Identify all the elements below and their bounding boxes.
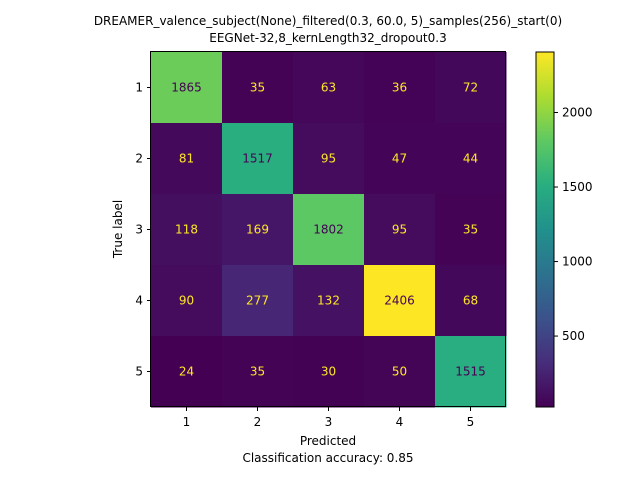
cell-value-label: 35 <box>250 81 265 95</box>
cell-value-label: 63 <box>321 81 336 95</box>
heatmap-cell <box>293 123 365 195</box>
cell-value-label: 1515 <box>455 365 486 379</box>
heatmap-cell <box>222 52 294 124</box>
heatmap-cell <box>435 123 507 195</box>
heatmap-cell <box>222 265 294 337</box>
y-tick-label: 1 <box>135 81 143 95</box>
cell-value-label: 277 <box>246 294 269 308</box>
x-tick-label: 1 <box>183 415 191 429</box>
y-tick-label: 3 <box>135 223 143 237</box>
cell-value-label: 1802 <box>313 223 344 237</box>
cell-value-label: 1865 <box>171 81 202 95</box>
colorbar <box>535 51 555 408</box>
cell-value-label: 1517 <box>242 152 273 166</box>
heatmap-cell <box>435 336 507 408</box>
x-axis-ticks: 1 2 3 4 5 <box>183 407 475 429</box>
cell-value-label: 72 <box>463 81 478 95</box>
cell-value-label: 2406 <box>384 294 415 308</box>
heatmap-cells <box>151 52 507 408</box>
cell-value-label: 47 <box>392 152 407 166</box>
colorbar-tick-label: 500 <box>562 329 585 343</box>
x-tick-label: 3 <box>325 415 333 429</box>
cell-value-label: 35 <box>463 223 478 237</box>
x-tick-label: 4 <box>396 415 404 429</box>
heatmap-cell <box>364 194 436 266</box>
chart-title-line2: EEGNet-32,8_kernLength32_dropout0.3 <box>209 31 446 45</box>
heatmap-cell <box>151 194 223 266</box>
heatmap-cell <box>151 123 223 195</box>
cell-value-label: 35 <box>250 365 265 379</box>
y-tick-label: 2 <box>135 152 143 166</box>
heatmap-cell <box>222 336 294 408</box>
y-axis-label: True label <box>111 200 125 259</box>
chart-title-line1: DREAMER_valence_subject(None)_filtered(0… <box>94 14 562 28</box>
cell-value-label: 24 <box>179 365 194 379</box>
heatmap-cell <box>293 336 365 408</box>
cell-value-label: 50 <box>392 365 407 379</box>
cell-value-label: 169 <box>246 223 269 237</box>
colorbar-tick-label: 1500 <box>562 180 593 194</box>
heatmap-cell <box>364 336 436 408</box>
x-axis-label: Predicted <box>300 434 356 448</box>
y-axis-ticks: 1 2 3 4 5 <box>135 81 151 379</box>
heatmap-cell <box>364 123 436 195</box>
cell-value-label: 118 <box>175 223 198 237</box>
classification-accuracy-footer: Classification accuracy: 0.85 <box>242 451 413 465</box>
heatmap-cell-labels: 1865 35 63 36 72 81 1517 95 47 44 118 169 1802 95 35 90… <box>171 81 486 379</box>
cell-value-label: 81 <box>179 152 194 166</box>
cell-value-label: 95 <box>392 223 407 237</box>
colorbar-ticks: 500 1000 1500 2000 <box>554 106 593 343</box>
colorbar-tick-label: 2000 <box>562 106 593 120</box>
cell-value-label: 30 <box>321 365 336 379</box>
cell-value-label: 90 <box>179 294 194 308</box>
x-tick-label: 2 <box>254 415 262 429</box>
heatmap-cell <box>435 265 507 337</box>
y-tick-label: 5 <box>135 365 143 379</box>
heatmap-cell <box>293 52 365 124</box>
heatmap-cell <box>364 52 436 124</box>
cell-value-label: 36 <box>392 81 407 95</box>
heatmap-cell <box>151 265 223 337</box>
heatmap-cell <box>151 52 223 124</box>
heatmap-cell <box>293 265 365 337</box>
heatmap-cell <box>435 52 507 124</box>
cell-value-label: 95 <box>321 152 336 166</box>
heatmap-cell <box>435 194 507 266</box>
heatmap-cell <box>293 194 365 266</box>
colorbar-tick-label: 1000 <box>562 255 593 269</box>
cell-value-label: 68 <box>463 294 478 308</box>
y-tick-label: 4 <box>135 294 143 308</box>
heatmap-cell <box>222 123 294 195</box>
heatmap-cell <box>151 336 223 408</box>
cell-value-label: 132 <box>317 294 340 308</box>
cell-value-label: 44 <box>463 152 478 166</box>
x-tick-label: 5 <box>467 415 475 429</box>
heatmap-cell <box>364 265 436 337</box>
heatmap-cell <box>222 194 294 266</box>
